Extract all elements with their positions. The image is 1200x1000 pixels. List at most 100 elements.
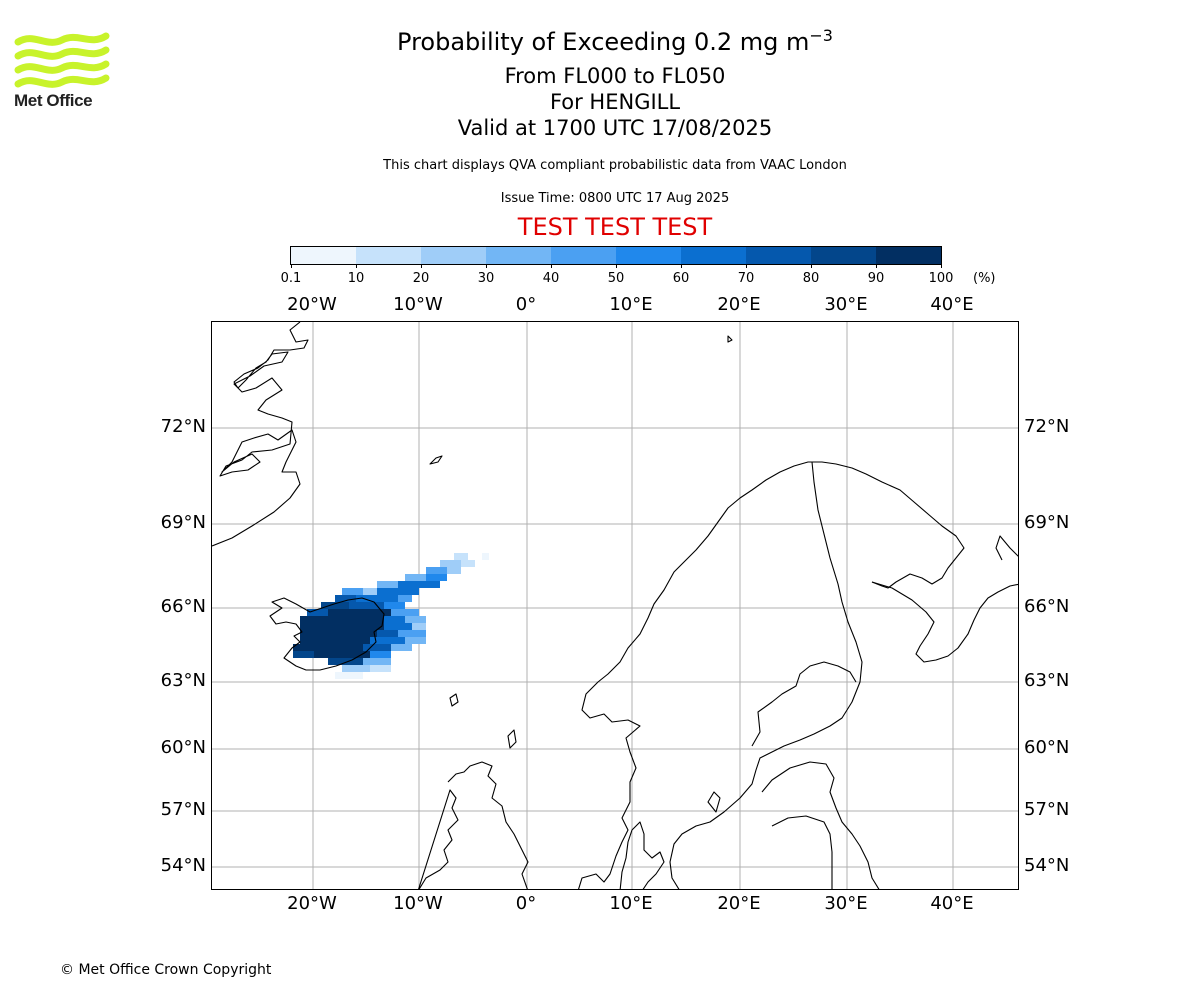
plume-cell	[328, 644, 335, 651]
plume-cell	[384, 595, 391, 602]
plume-cell	[307, 630, 314, 637]
plume-cell	[314, 637, 321, 644]
plume-cell	[321, 609, 328, 616]
plume-cell	[307, 637, 314, 644]
plume-cell	[321, 644, 328, 651]
plume-cell	[307, 651, 314, 658]
plume-cell	[377, 609, 384, 616]
plume-cell	[384, 658, 391, 665]
plume-cell	[342, 672, 349, 679]
plume-cell	[398, 637, 405, 644]
plume-cell	[335, 658, 342, 665]
colorbar-segment	[876, 247, 941, 264]
plume-cell	[356, 616, 363, 623]
plume-cell	[447, 560, 454, 567]
plume-cell	[328, 658, 335, 665]
colorbar-tick-label: 70	[737, 271, 755, 286]
plume-cell	[335, 623, 342, 630]
latitude-label: 72°N	[1024, 416, 1070, 437]
colorbar-tick-label: 10	[347, 271, 365, 286]
latitude-label: 60°N	[160, 737, 206, 758]
plume-cell	[405, 616, 412, 623]
plume-cell	[370, 616, 377, 623]
plume-cell	[356, 630, 363, 637]
plume-cell	[370, 658, 377, 665]
plume-cell	[314, 609, 321, 616]
plume-cell	[433, 574, 440, 581]
longitude-label: 20°W	[287, 893, 337, 914]
colorbar-tick-label: 20	[412, 271, 430, 286]
plume-cell	[342, 630, 349, 637]
plume-cell	[321, 651, 328, 658]
plume-cell	[370, 609, 377, 616]
plume-cell	[363, 651, 370, 658]
colorbar-tick	[811, 264, 812, 268]
plume-cell	[342, 658, 349, 665]
colorbar-tick	[551, 264, 552, 268]
plume-cell	[363, 665, 370, 672]
plume-cell	[349, 595, 356, 602]
longitude-label: 10°E	[609, 294, 653, 315]
plume-cell	[405, 609, 412, 616]
longitude-label: 0°	[515, 893, 537, 914]
ash-probability-plume	[293, 553, 489, 679]
plume-cell	[468, 560, 475, 567]
colorbar-tick	[876, 264, 877, 268]
plume-cell	[433, 567, 440, 574]
plume-cell	[391, 616, 398, 623]
colorbar-segment	[746, 247, 811, 264]
map-panel[interactable]	[211, 321, 1019, 890]
met-office-logo-icon	[14, 32, 110, 88]
plume-cell	[335, 595, 342, 602]
plume-cell	[321, 616, 328, 623]
latitude-label: 60°N	[1024, 737, 1070, 758]
plume-cell	[321, 637, 328, 644]
latitude-label: 72°N	[160, 416, 206, 437]
plume-cell	[356, 637, 363, 644]
plume-cell	[454, 567, 461, 574]
plume-cell	[412, 581, 419, 588]
colorbar-tick-label: 0.1	[280, 271, 302, 286]
plume-cell	[335, 637, 342, 644]
plume-cell	[356, 644, 363, 651]
plume-cell	[405, 574, 412, 581]
plume-cell	[384, 630, 391, 637]
plume-cell	[370, 588, 377, 595]
plume-cell	[356, 609, 363, 616]
colorbar-tick	[681, 264, 682, 268]
plume-cell	[384, 602, 391, 609]
plume-cell	[349, 651, 356, 658]
colorbar-tick	[421, 264, 422, 268]
plume-cell	[377, 658, 384, 665]
plume-cell	[384, 637, 391, 644]
colorbar-unit: (%)	[973, 271, 996, 286]
plume-cell	[398, 644, 405, 651]
plume-cell	[370, 630, 377, 637]
latitude-label: 54°N	[160, 855, 206, 876]
logo-wave	[14, 46, 110, 60]
plume-cell	[454, 553, 461, 560]
location-label: For HENGILL	[549, 90, 681, 114]
latitude-label: 66°N	[160, 596, 206, 617]
plume-cell	[370, 644, 377, 651]
logo-wave	[14, 60, 110, 74]
longitude-label: 0°	[515, 294, 537, 315]
colorbar-tick	[941, 264, 942, 268]
plume-cell	[328, 616, 335, 623]
flight-levels: From FL000 to FL050	[504, 64, 726, 88]
longitude-label: 10°E	[609, 893, 653, 914]
copyright-notice: © Met Office Crown Copyright	[60, 962, 272, 978]
longitude-label: 10°W	[393, 294, 443, 315]
latitude-label: 63°N	[1024, 670, 1070, 691]
plume-cell	[377, 637, 384, 644]
latitude-label: 69°N	[1024, 512, 1070, 533]
plume-cell	[377, 602, 384, 609]
plume-cell	[405, 595, 412, 602]
plume-cell	[377, 581, 384, 588]
plume-cell	[342, 602, 349, 609]
plume-cell	[293, 651, 300, 658]
plume-cell	[377, 630, 384, 637]
plume-cell	[384, 651, 391, 658]
plume-cell	[342, 623, 349, 630]
plume-cell	[293, 644, 300, 651]
